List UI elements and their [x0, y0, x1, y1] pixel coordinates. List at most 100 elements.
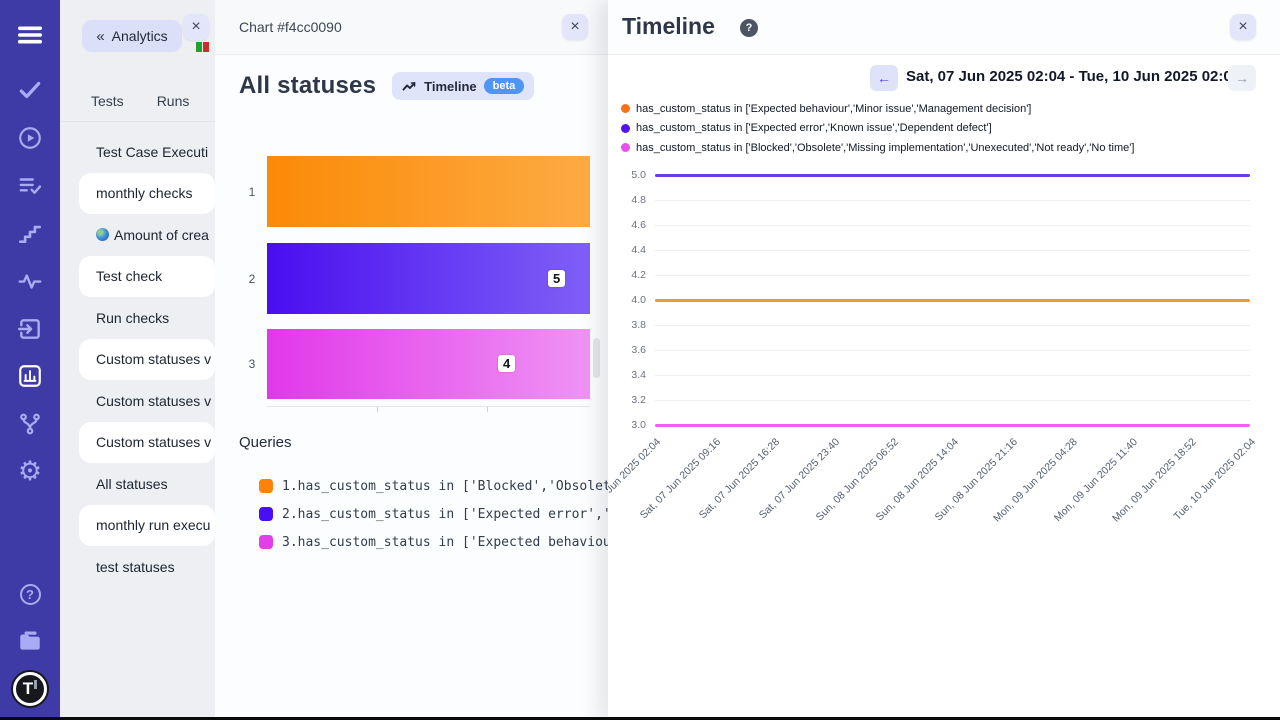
gear-icon[interactable]: ⚙	[17, 455, 43, 486]
queries-list: 1.has_custom_status in ['Blocked','Obsol…	[259, 472, 608, 556]
chart-panel-title: Chart #f4cc0090	[239, 19, 342, 35]
sign-in-icon[interactable]	[0, 312, 60, 346]
y-axis-label: 5.0	[631, 169, 646, 181]
gridline	[655, 200, 1250, 201]
timeline-panel: Timeline ? × ← Sat, 07 Jun 2025 02:04 - …	[608, 0, 1280, 720]
series-line	[655, 423, 1250, 427]
chart-heading-row: All statuses Timeline beta	[239, 72, 535, 100]
legend-dot	[621, 104, 630, 114]
y-axis-label: 3.2	[631, 394, 646, 406]
bar-value-label: 4	[498, 355, 516, 372]
sidebar-item[interactable]: test statuses	[60, 546, 215, 588]
steps-icon[interactable]	[0, 216, 60, 250]
y-axis-label: 4.6	[631, 219, 646, 231]
analytics-back-button[interactable]: « Analytics	[82, 20, 182, 52]
timeline-help-icon[interactable]: ?	[740, 19, 758, 37]
sidebar-item[interactable]: Custom statuses v	[60, 380, 215, 422]
list-check-icon[interactable]	[0, 169, 60, 203]
legend-dot	[621, 123, 630, 133]
sidebar-item[interactable]: Run checks	[60, 297, 215, 339]
query-color-swatch	[259, 535, 273, 549]
menu-icon[interactable]	[0, 18, 60, 52]
sidebar-item[interactable]: monthly checks	[79, 172, 215, 214]
legend-label: has_custom_status in ['Expected behaviou…	[636, 102, 1032, 115]
help-icon[interactable]: ?	[0, 577, 60, 611]
query-text: 1.has_custom_status in ['Blocked','Obsol…	[282, 478, 608, 494]
timeline-legend: has_custom_status in ['Expected behaviou…	[621, 99, 1134, 158]
activity-icon[interactable]	[0, 264, 60, 298]
gridline	[655, 350, 1250, 351]
bar-value-label: 5	[548, 270, 566, 287]
bar-category-label: 1	[248, 184, 256, 199]
sidebar-item[interactable]: Custom statuses v	[79, 421, 215, 463]
sidebar-item-label: Custom statuses v	[96, 392, 212, 409]
y-axis-label: 4.4	[631, 244, 646, 256]
y-axis-label: 3.8	[631, 319, 646, 331]
series-line	[655, 173, 1250, 177]
arrow-left-icon: ←	[877, 70, 891, 86]
y-axis-label: 4.8	[631, 194, 646, 206]
beta-badge: beta	[483, 78, 525, 94]
gridline	[655, 325, 1250, 326]
timeline-toggle-button[interactable]: Timeline beta	[392, 72, 535, 100]
date-range-label: Sat, 07 Jun 2025 02:04 - Tue, 10 Jun 202…	[906, 68, 1241, 85]
sidebar-item-label: Run checks	[96, 309, 170, 326]
play-circle-icon[interactable]	[0, 121, 60, 155]
analytics-sidebar: « Analytics × Tests Runs Test Case Execu…	[60, 0, 215, 720]
sidebar-item-label: monthly checks	[96, 185, 193, 202]
gridline	[655, 275, 1250, 276]
sidebar-item-label: test statuses	[96, 558, 175, 575]
legend-dot	[621, 143, 630, 153]
folder-icon[interactable]	[0, 624, 60, 658]
y-axis-label: 4.2	[631, 269, 646, 281]
query-text: 3.has_custom_status in ['Expected behavi…	[282, 534, 608, 550]
bottom-window-edge	[0, 717, 1280, 720]
query-color-swatch	[259, 479, 273, 493]
chart-panel-close-button[interactable]: ×	[562, 14, 588, 40]
bar-series-1	[267, 156, 590, 227]
sidebar-item-label: All statuses	[96, 475, 168, 492]
series-line	[655, 298, 1250, 302]
timeline-close-button[interactable]: ×	[1230, 14, 1256, 40]
sidebar-close-button[interactable]: ×	[183, 14, 209, 40]
sidebar-item-label: Custom statuses v	[96, 434, 212, 451]
legend-item[interactable]: has_custom_status in ['Blocked','Obsolet…	[621, 138, 1134, 158]
collapse-chevrons-icon: «	[96, 27, 105, 45]
gridline	[655, 400, 1250, 401]
date-range-next-button[interactable]: →	[1228, 65, 1256, 91]
bar-category-label: 2	[248, 271, 256, 286]
sidebar-title: Analytics	[111, 28, 168, 44]
tab-runs[interactable]: Runs	[156, 93, 190, 109]
y-axis-label: 3.4	[631, 369, 646, 381]
legend-item[interactable]: has_custom_status in ['Expected behaviou…	[621, 99, 1134, 119]
pass-fail-indicator-icon	[196, 42, 209, 52]
sidebar-item[interactable]: Custom statuses v	[79, 338, 215, 380]
date-range-prev-button[interactable]: ←	[870, 65, 898, 91]
x-axis-tick	[487, 407, 488, 412]
vertical-scrollbar-thumb[interactable]	[593, 338, 600, 378]
bar-chart-icon[interactable]	[0, 359, 60, 393]
arrow-right-icon: →	[1235, 70, 1249, 86]
query-row: 2.has_custom_status in ['Expected error'…	[259, 500, 608, 528]
y-axis-label: 4.0	[631, 294, 646, 306]
sidebar-item[interactable]: All statuses	[60, 463, 215, 505]
branch-icon[interactable]	[0, 407, 60, 441]
legend-label: has_custom_status in ['Blocked','Obsolet…	[636, 141, 1135, 154]
sidebar-item-label: Test Case Executi	[96, 143, 209, 160]
sidebar-item[interactable]: Test Case Executi	[60, 131, 215, 173]
chart-title: All statuses	[239, 72, 377, 99]
sidebar-item[interactable]: monthly run execu	[79, 504, 215, 546]
timeline-header: Timeline ? ×	[608, 0, 1280, 55]
legend-item[interactable]: has_custom_status in ['Expected error','…	[621, 119, 1134, 139]
tab-tests[interactable]: Tests	[91, 93, 124, 109]
check-icon[interactable]	[0, 73, 60, 107]
sidebar-item[interactable]: Amount of crea	[60, 214, 215, 256]
sidebar-item[interactable]: Test check	[79, 255, 215, 297]
logo-t[interactable]: T	[0, 672, 60, 706]
globe-icon	[96, 228, 109, 242]
bar-category-label: 3	[248, 357, 256, 371]
gridline	[655, 375, 1250, 376]
close-icon: ×	[191, 18, 201, 35]
close-icon: ×	[570, 18, 580, 35]
legend-label: has_custom_status in ['Expected error','…	[636, 122, 992, 135]
